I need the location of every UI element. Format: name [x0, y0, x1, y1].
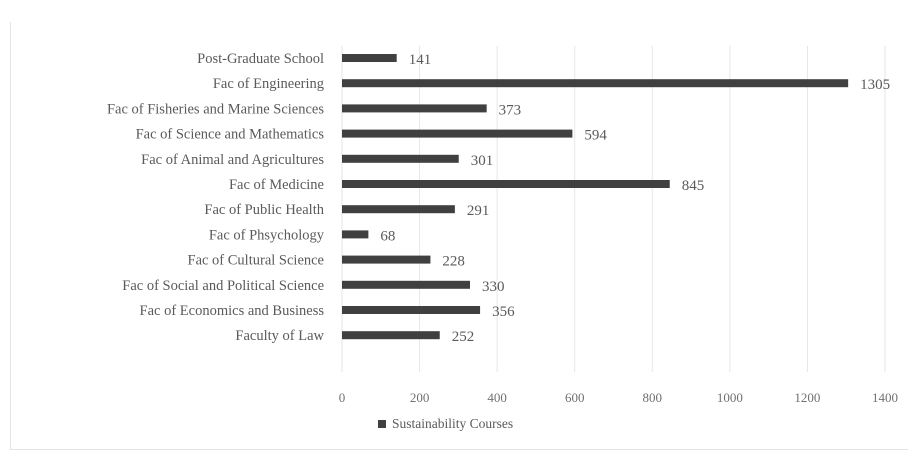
data-label: 68 [380, 228, 395, 244]
x-tick-label: 1400 [872, 390, 898, 405]
bar [342, 180, 670, 188]
category-label: Fac of Public Health [204, 202, 324, 218]
bar [342, 79, 849, 88]
data-label: 594 [584, 128, 607, 144]
data-label: 356 [492, 304, 515, 320]
data-label: 373 [499, 102, 522, 118]
category-label: Fac of Phsychology [209, 227, 325, 243]
value-labels: 141 1305 373 594 301 845 291 68 228 330 356 252 [380, 52, 890, 345]
x-tick-label: 400 [487, 390, 507, 405]
data-label: 252 [452, 329, 475, 345]
bar [342, 104, 487, 113]
category-label: Faculty of Law [235, 328, 324, 344]
x-tick-label: 1200 [794, 390, 820, 405]
data-label: 1305 [860, 77, 890, 93]
category-label: Fac of Science and Mathematics [136, 127, 325, 143]
category-label: Fac of Cultural Science [188, 253, 325, 269]
data-label: 291 [467, 203, 490, 219]
category-label: Post-Graduate School [197, 51, 324, 67]
bar [342, 230, 369, 239]
bar [342, 331, 440, 340]
category-label: Fac of Engineering [213, 76, 324, 92]
x-tick-label: 800 [643, 390, 663, 405]
legend-swatch [378, 420, 386, 428]
data-label: 228 [442, 254, 465, 270]
legend: Sustainability Courses [378, 416, 513, 431]
category-label: Fac of Social and Political Science [122, 278, 324, 294]
bar [342, 205, 455, 214]
data-label: 301 [471, 153, 494, 169]
category-labels: Post-Graduate School Fac of Engineering Fa… [107, 51, 325, 344]
x-tick-label: 200 [410, 390, 430, 405]
x-tick-label: 600 [565, 390, 585, 405]
legend-label: Sustainability Courses [392, 416, 513, 431]
chart-frame [10, 22, 908, 450]
bar [342, 306, 481, 314]
bar [342, 54, 397, 62]
bar [342, 129, 573, 138]
bars [342, 54, 849, 340]
x-tick-label: 1000 [717, 390, 743, 405]
x-tick-label: 0 [339, 390, 346, 405]
bar [342, 280, 470, 289]
category-label: Fac of Fisheries and Marine Sciences [107, 101, 324, 117]
bar [342, 154, 459, 163]
category-label: Fac of Animal and Agricultures [141, 152, 324, 168]
category-label: Fac of Economics and Business [140, 303, 325, 319]
data-label: 141 [409, 52, 432, 68]
data-label: 845 [682, 178, 705, 194]
bar [342, 255, 431, 264]
x-axis-tick-labels: 0 200 400 600 800 1000 1200 1400 [339, 390, 898, 405]
category-label: Fac of Medicine [229, 177, 324, 193]
data-label: 330 [482, 279, 505, 295]
